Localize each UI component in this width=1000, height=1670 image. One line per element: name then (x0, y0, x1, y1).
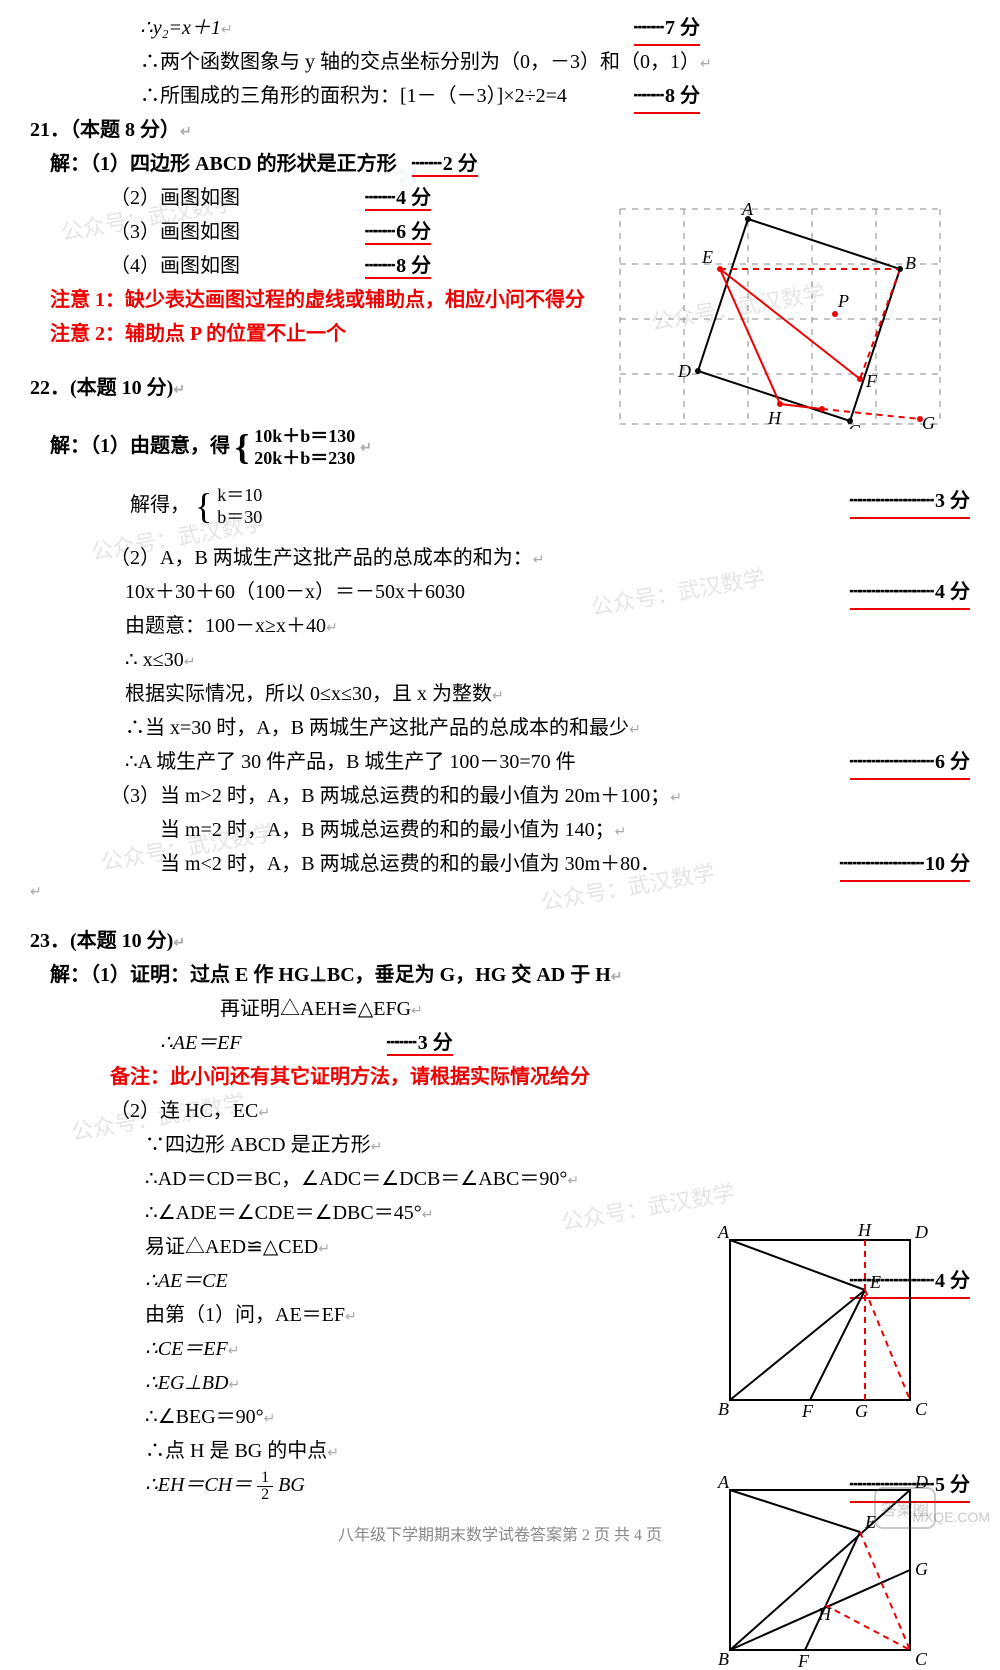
q21-l2-score: 4 分 (365, 187, 431, 211)
q22-p1-solve: 解得， { k＝10b＝30 3 分 (30, 485, 970, 528)
intro-l2: ∴两个函数图象与 y 轴的交点坐标分别为（0，－3）和（0，1）↵ (30, 46, 970, 78)
svg-text:A: A (717, 1472, 730, 1492)
q23-p2-l1: （2）连 HC，EC↵ (30, 1095, 970, 1127)
svg-text:B: B (718, 1399, 729, 1419)
svg-text:A: A (741, 199, 754, 219)
q23-note: 备注：此小问还有其它证明方法，请根据实际情况给分 (30, 1061, 970, 1093)
svg-text:P: P (837, 291, 849, 311)
q22-p3-l2: 当 m=2 时，A，B 两城总运费的和的最小值为 140；↵ (30, 814, 970, 846)
svg-text:G: G (855, 1401, 868, 1420)
q22-p3-l1: （3）当 m>2 时，A，B 两城总运费的和的最小值为 20m＋100；↵ (30, 780, 970, 812)
q22-title: 22．(本题 10 分)↵ (30, 372, 970, 404)
q22-p2-l2: 10x＋30＋60（100－x）＝－50x＋6030 4 分 (30, 576, 970, 608)
q23-title: 23．(本题 10 分)↵ (30, 925, 970, 957)
daanquan-logo: 答案圈 (870, 1483, 940, 1543)
svg-text:A: A (717, 1222, 730, 1242)
q22-p3-score: 10 分 (840, 848, 970, 882)
q22-p2-score4: 4 分 (850, 576, 970, 610)
q22-p3-l3: 当 m<2 时，A，B 两城总运费的和的最小值为 30m＋80． 10 分 (30, 848, 970, 880)
svg-text:C: C (915, 1649, 928, 1669)
q23-figure-a: A D B C E F G H (710, 1220, 940, 1420)
q21-l4-score: 8 分 (365, 255, 431, 279)
svg-text:答案圈: 答案圈 (881, 1501, 929, 1519)
q22-p2-l5: 根据实际情况，所以 0≤x≤30，且 x 为整数↵ (30, 678, 970, 710)
svg-text:C: C (915, 1399, 928, 1419)
q23-p1-l2: 再证明△AEH≌△EFG↵ (30, 993, 970, 1025)
svg-text:H: H (857, 1220, 872, 1240)
svg-text:B: B (718, 1649, 729, 1669)
svg-text:B: B (905, 253, 916, 273)
q22-p2-l7: ∴A 城生产了 30 件产品，B 城生产了 100－30=70 件 6 分 (30, 746, 970, 778)
q23-p2-l2: ∵四边形 ABCD 是正方形↵ (30, 1129, 970, 1161)
svg-text:E: E (701, 247, 713, 267)
svg-text:H: H (817, 1604, 832, 1624)
intro-l3: ∴所围成的三角形的面积为：[1－（－3）]×2÷2=4 8 分 (30, 80, 970, 112)
intro-l1: ∴y₂=x＋1↵ 7 分 (30, 12, 970, 44)
q22-p2-score6: 6 分 (850, 746, 970, 780)
intro-l1-text: ∴y₂=x＋1 (140, 17, 221, 39)
svg-text:F: F (801, 1401, 814, 1420)
svg-text:D: D (914, 1222, 928, 1242)
q22-p2-l6: ∴当 x=30 时，A，B 两城生产这批产品的总成本的和最少↵ (30, 712, 970, 744)
svg-text:G: G (915, 1559, 928, 1579)
svg-text:F: F (797, 1651, 810, 1670)
q23-p1-l1: 解：（1）证明：过点 E 作 HG⊥BC，垂足为 G，HG 交 AD 于 H↵ (30, 959, 970, 991)
svg-text:E: E (869, 1272, 881, 1292)
q21-l1-score: 2 分 (412, 153, 478, 177)
q23-p1-l3: ∴AE＝EF 3 分 (30, 1027, 970, 1059)
q22-p1-score: 3 分 (850, 485, 970, 519)
q21-l3-score: 6 分 (365, 221, 431, 245)
q22-p1: 解：（1）由题意，得 { 10k＋b＝13020k＋b＝230 ↵ (30, 426, 970, 469)
q22-p2-l4: ∴ x≤30↵ (30, 644, 970, 676)
q22-p2-l1: （2）A，B 两城生产这批产品的总成本的和为：↵ (30, 542, 970, 574)
q21-l1: 解：（1）四边形 ABCD 的形状是正方形 2 分 (30, 148, 970, 180)
q21-title: 21．（本题 8 分）↵ (30, 114, 970, 146)
q23-p2-l11: ∴点 H 是 BG 的中点↵ (30, 1435, 970, 1467)
q22-p2-l3: 由题意：100－x≥x＋40↵ (30, 610, 970, 642)
intro-l1-score: 7 分 (634, 12, 700, 46)
q23-p1-score: 3 分 (387, 1032, 453, 1056)
q23-p2-l3: ∴AD＝CD＝BC，∠ADC＝∠DCB＝∠ABC＝90°↵ (30, 1163, 970, 1195)
intro-l3-score: 8 分 (634, 80, 700, 114)
